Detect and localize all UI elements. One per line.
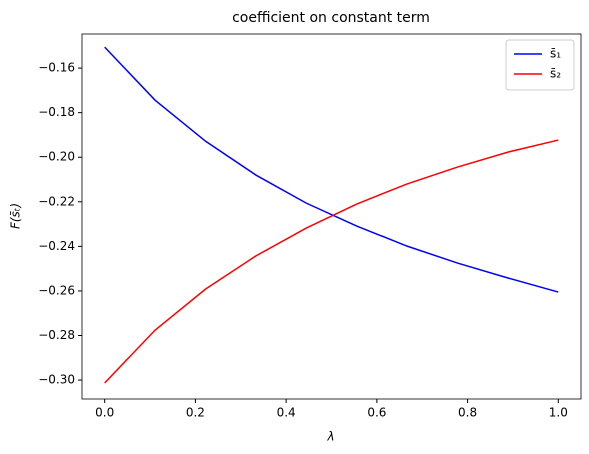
y-tick-label: −0.30 [38, 373, 75, 387]
legend-label: s̄₂ [550, 67, 561, 81]
y-tick-label: −0.22 [38, 194, 75, 208]
line-series [104, 46, 559, 293]
legend-box [505, 39, 575, 91]
y-tick-label: −0.26 [38, 283, 75, 297]
x-tick-label: 0.2 [186, 406, 205, 420]
legend-label: s̄₁ [550, 47, 561, 61]
y-tick-label: −0.16 [38, 61, 75, 75]
x-tick-label: 0.8 [458, 406, 477, 420]
y-axis-label: F(s̄ₜ) [9, 203, 23, 229]
x-tick-label: 0.6 [367, 406, 386, 420]
y-tick-label: −0.24 [38, 239, 75, 253]
y-tick-label: −0.18 [38, 105, 75, 119]
plot-frame [81, 33, 582, 400]
x-tick-label: 0.4 [277, 406, 296, 420]
x-tick-label: 1.0 [549, 406, 568, 420]
x-axis-label: λ [326, 430, 334, 444]
line-series [104, 139, 559, 384]
y-tick-label: −0.20 [38, 150, 75, 164]
chart-title: coefficient on constant term [232, 10, 430, 26]
x-tick-label: 0.0 [95, 406, 114, 420]
y-tick-label: −0.28 [38, 328, 75, 342]
